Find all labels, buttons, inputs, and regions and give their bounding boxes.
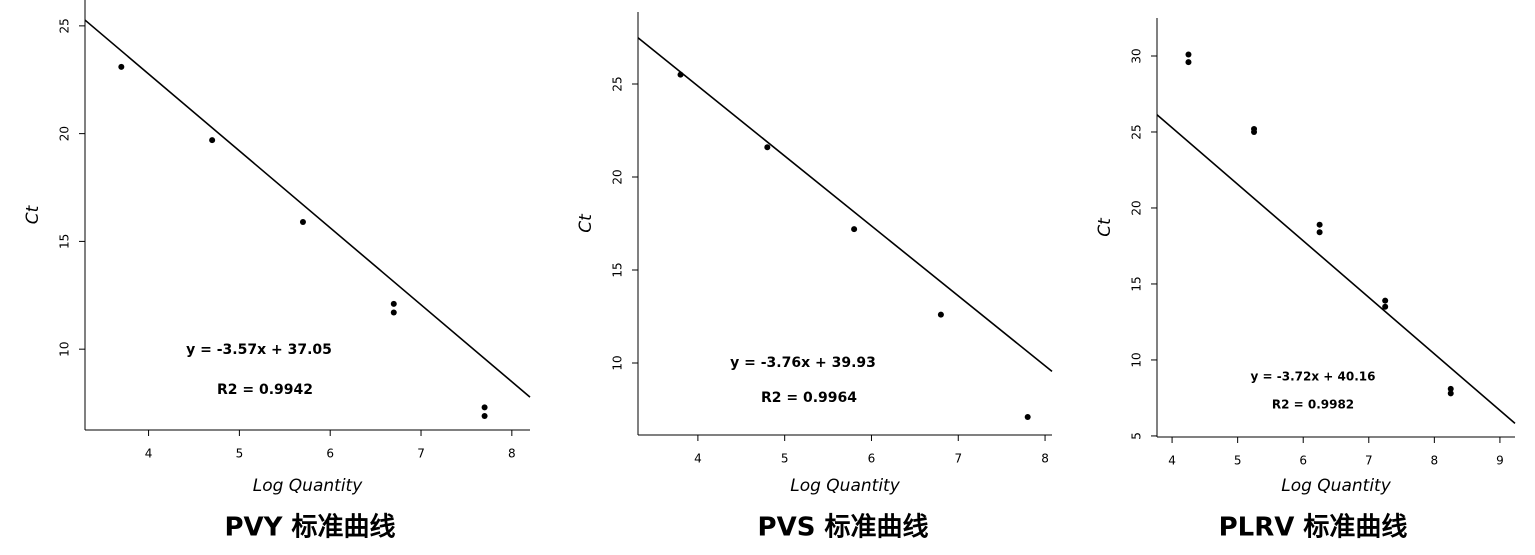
annotation: R2 = 0.9964 [761,390,857,406]
data-point [390,309,397,316]
x-tick-label: 7 [417,447,425,461]
x-tick-label: 7 [1365,454,1373,468]
x-tick-label: 9 [1496,454,1504,468]
chart-title: PLRV 标准曲线 [1219,513,1408,543]
trendline [84,19,531,398]
data-point [1447,385,1454,392]
y-tick-label: 10 [58,342,72,357]
data-point [1382,297,1389,304]
y-tick-label: 15 [1130,276,1144,291]
x-tick-label: 4 [145,447,153,461]
chart-title: PVY 标准曲线 [224,513,395,543]
data-point [118,63,125,70]
x-tick-label: 6 [1299,454,1307,468]
y-tick-label: 15 [58,234,72,249]
annotation: y = -3.72x + 40.16 [1251,370,1376,384]
trendline [1156,114,1516,425]
x-tick-label: 5 [1234,454,1242,468]
y-axis-label: Ct [576,213,596,233]
chart-title: PVS 标准曲线 [758,513,929,543]
annotation: y = -3.57x + 37.05 [186,342,332,358]
x-tick-label: 6 [868,452,876,466]
x-tick-label: 5 [236,447,244,461]
data-point [1185,51,1192,58]
data-point [481,412,488,419]
annotation: y = -3.76x + 39.93 [730,355,876,371]
y-tick-label: 20 [58,126,72,141]
data-point [209,137,216,144]
y-tick-label: 10 [611,355,625,370]
y-tick-label: 15 [611,262,625,277]
data-point [1382,303,1389,310]
data-point [1316,221,1323,228]
data-point [851,226,858,233]
y-tick-label: 5 [1130,432,1144,440]
y-tick-label: 20 [611,169,625,184]
x-axis-label: Log Quantity [253,476,363,496]
x-tick-label: 8 [508,447,516,461]
x-tick-label: 4 [694,452,702,466]
x-axis-label: Log Quantity [790,476,900,496]
data-point [299,219,306,226]
x-tick-label: 7 [954,452,962,466]
annotation: R2 = 0.9942 [217,382,313,398]
data-point [481,404,488,411]
trendline [637,37,1053,373]
data-point [390,300,397,307]
data-point [1024,413,1031,420]
y-axis-label: Ct [1095,217,1115,237]
data-point [1316,229,1323,236]
y-tick-label: 10 [1130,352,1144,367]
data-point [1185,59,1192,66]
y-axis-label: Ct [23,204,43,224]
y-tick-label: 25 [1130,124,1144,139]
data-point [1447,390,1454,397]
x-tick-label: 6 [326,447,334,461]
x-tick-label: 4 [1168,454,1176,468]
x-axis-label: Log Quantity [1281,476,1391,496]
data-point [764,144,771,151]
y-tick-label: 25 [611,76,625,91]
annotation: R2 = 0.9982 [1272,398,1354,412]
y-tick-label: 25 [58,18,72,33]
x-tick-label: 5 [781,452,789,466]
y-tick-label: 30 [1130,48,1144,63]
data-point [937,311,944,318]
x-tick-label: 8 [1431,454,1439,468]
y-tick-label: 20 [1130,200,1144,215]
x-tick-label: 8 [1041,452,1049,466]
data-point [677,71,684,78]
data-point [1251,128,1258,135]
